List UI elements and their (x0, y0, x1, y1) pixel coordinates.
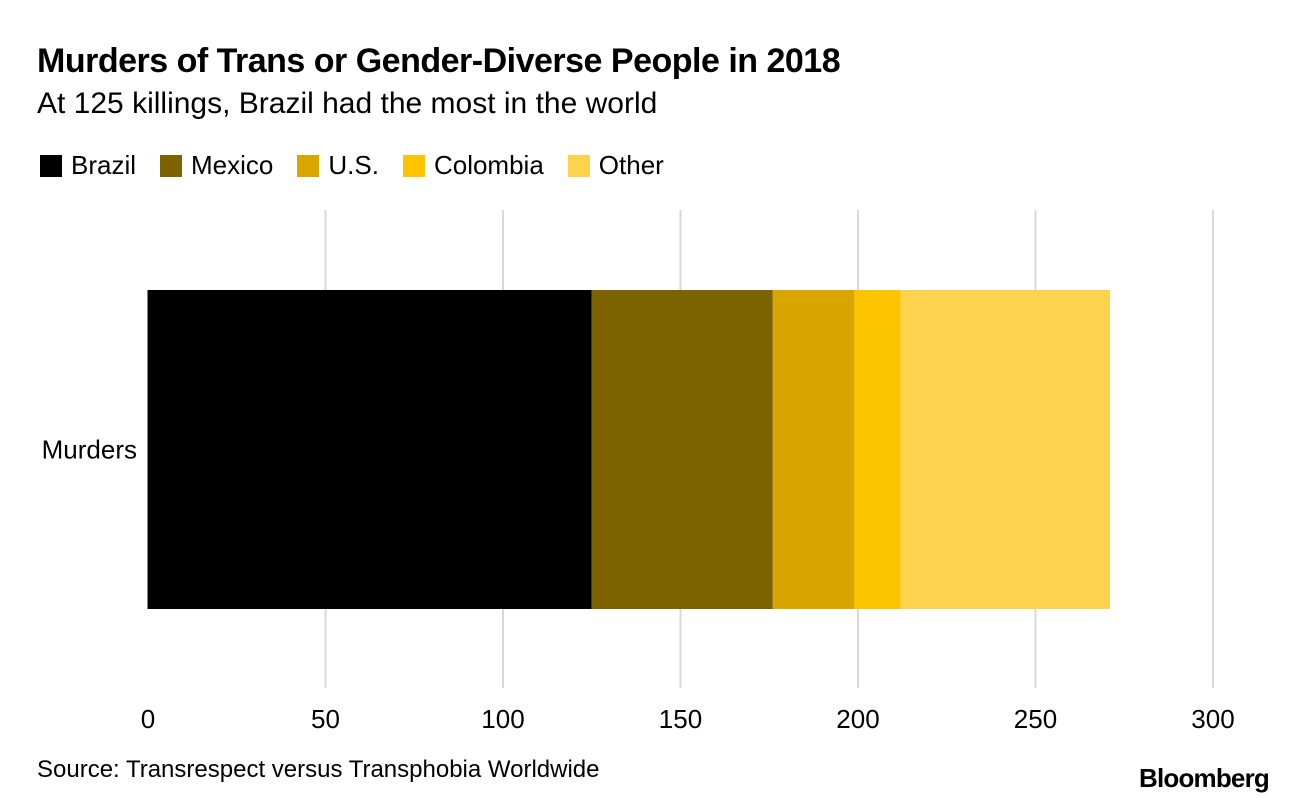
x-tick-label: 0 (141, 704, 155, 734)
x-tick-label: 150 (659, 704, 702, 734)
bloomberg-logo: Bloomberg (1138, 763, 1270, 793)
chart-title: Murders of Trans or Gender-Diverse Peopl… (37, 42, 841, 80)
y-category-label: Murders (42, 435, 137, 465)
legend: Brazil Mexico U.S. Colombia Other (40, 150, 688, 181)
x-tick-label: 200 (836, 704, 879, 734)
bar-segment-colombia (854, 290, 901, 609)
legend-label: Mexico (191, 150, 274, 180)
legend-swatch (402, 154, 425, 177)
legend-swatch (40, 154, 62, 177)
legend-item-mexico: Mexico (160, 150, 273, 181)
bar-segment-mexico (591, 290, 773, 609)
legend-label: Other (598, 150, 664, 180)
stacked-bar-chart: 0 50 100 150 200 250 300 Murders (42, 210, 1235, 734)
legend-item-other: Other (567, 150, 664, 181)
legend-swatch (297, 154, 320, 177)
legend-item-colombia: Colombia (402, 150, 544, 181)
bar-segment-u-s (772, 290, 855, 609)
x-tick-label: 100 (481, 704, 524, 734)
source-note: Source: Transrespect versus Transphobia … (37, 756, 600, 783)
bar-segment-brazil (148, 290, 592, 609)
x-tick-label: 250 (1014, 704, 1057, 734)
legend-swatch (160, 154, 183, 177)
x-tick-label: 50 (311, 704, 340, 734)
legend-item-brazil: Brazil (40, 150, 136, 181)
legend-label: Brazil (71, 150, 137, 180)
legend-item-u-s: U.S. (297, 150, 379, 181)
x-tick-label: 300 (1191, 704, 1234, 734)
legend-label: U.S. (328, 150, 379, 180)
legend-swatch (567, 154, 590, 177)
chart-subtitle: At 125 killings, Brazil had the most in … (37, 87, 658, 120)
legend-label: Colombia (433, 150, 544, 180)
bar-segment-other (900, 290, 1111, 609)
